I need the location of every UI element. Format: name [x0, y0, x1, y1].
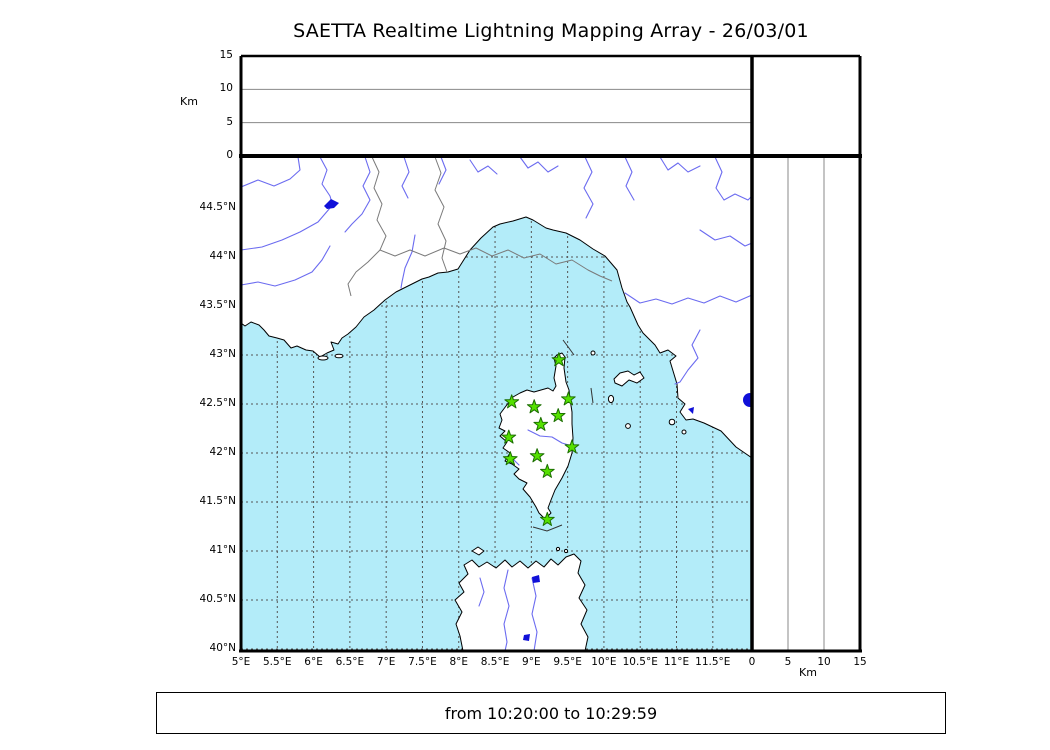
- maddalena-island-2: [563, 548, 569, 554]
- tick-label: 15: [853, 656, 867, 668]
- tick-label: 7°E: [376, 656, 396, 668]
- tick-label: 41°N: [209, 544, 236, 556]
- station-star-marker: [551, 352, 567, 367]
- tick-label: 9.5°E: [553, 656, 582, 668]
- lake-serre-poncon: [324, 199, 339, 209]
- tick-label: 44°N: [209, 250, 236, 262]
- capraia-island: [607, 394, 615, 404]
- tick-label: 5°E: [231, 656, 251, 668]
- tick-label: 15: [219, 49, 233, 61]
- tick-label: 0: [226, 149, 233, 161]
- tick-label: 42°N: [209, 446, 236, 458]
- elba-island: [613, 370, 645, 387]
- montecristo-island: [668, 418, 676, 426]
- tick-label: 8.5°E: [480, 656, 510, 668]
- tick-label: 43.5°N: [199, 299, 236, 311]
- tick-label: 40°N: [209, 642, 236, 654]
- tick-label: 40.5°N: [199, 593, 236, 605]
- contour-marks: [532, 339, 594, 532]
- time-range-text: from 10:20:00 to 10:29:59: [444, 703, 658, 723]
- maddalena-island-1: [555, 546, 561, 552]
- giglio-island: [681, 429, 687, 435]
- tick-label: 6.5°E: [335, 656, 365, 668]
- rivers: [241, 156, 752, 651]
- station-star-marker: [540, 511, 555, 526]
- station-star-marker: [561, 391, 576, 406]
- tick-label: 41.5°N: [199, 495, 236, 507]
- tick-label: 5: [784, 656, 792, 668]
- tick-label: 10°E: [591, 656, 617, 668]
- hyeres-island-2: [334, 353, 344, 359]
- station-star-marker: [529, 448, 545, 463]
- sardinia-coastline: [454, 553, 589, 651]
- tick-label: 6°E: [304, 656, 323, 668]
- tick-label: 10: [817, 656, 831, 668]
- map-geography: [241, 156, 752, 651]
- station-star-marker: [504, 394, 520, 409]
- tick-label: 11.5°E: [695, 656, 731, 668]
- gorgona-island: [590, 350, 596, 356]
- tick-label: 9°E: [522, 656, 541, 668]
- station-star-marker: [540, 463, 555, 478]
- top-panel-axis-unit: Km: [180, 95, 198, 108]
- tick-label: 11°E: [663, 656, 690, 668]
- tick-label: 43°N: [209, 348, 236, 360]
- station-star-marker: [526, 399, 542, 414]
- lakes: [324, 199, 752, 641]
- panel-frames: [239, 54, 862, 653]
- station-markers: [501, 352, 580, 526]
- station-star-marker: [564, 439, 580, 454]
- tick-label: 44.5°N: [199, 201, 236, 213]
- tick-label: 0: [748, 656, 756, 668]
- tick-label: 8°E: [449, 656, 469, 668]
- tick-label: 42.5°N: [199, 397, 236, 409]
- lake-coghinas: [532, 575, 540, 583]
- mainland-coastline: [241, 156, 752, 459]
- tick-label: 10.5°E: [622, 656, 658, 668]
- hyeres-island-1: [317, 355, 329, 361]
- page-title: SAETTA Realtime Lightning Mapping Array …: [293, 20, 809, 42]
- tick-label: 10: [219, 82, 233, 95]
- pianosa-island: [625, 423, 631, 429]
- lake-bolsena: [743, 393, 752, 407]
- right-panel-axis-unit: Km: [799, 666, 817, 679]
- asinara-island: [471, 546, 485, 556]
- country-borders: [347, 156, 613, 297]
- station-star-marker: [501, 429, 517, 444]
- tick-label: 7.5°E: [408, 656, 437, 668]
- time-range-box: from 10:20:00 to 10:29:59: [156, 692, 946, 734]
- tick-label: 5: [226, 115, 233, 128]
- panel-gridlines: [241, 88, 825, 651]
- lake-sardinia-south: [523, 634, 530, 641]
- station-star-marker: [502, 451, 518, 466]
- station-star-marker: [533, 416, 549, 431]
- corsica-coastline: [498, 352, 574, 520]
- station-star-marker: [550, 408, 566, 423]
- tick-label: 5.5°E: [262, 656, 292, 668]
- orbetello-lagoon: [688, 407, 694, 414]
